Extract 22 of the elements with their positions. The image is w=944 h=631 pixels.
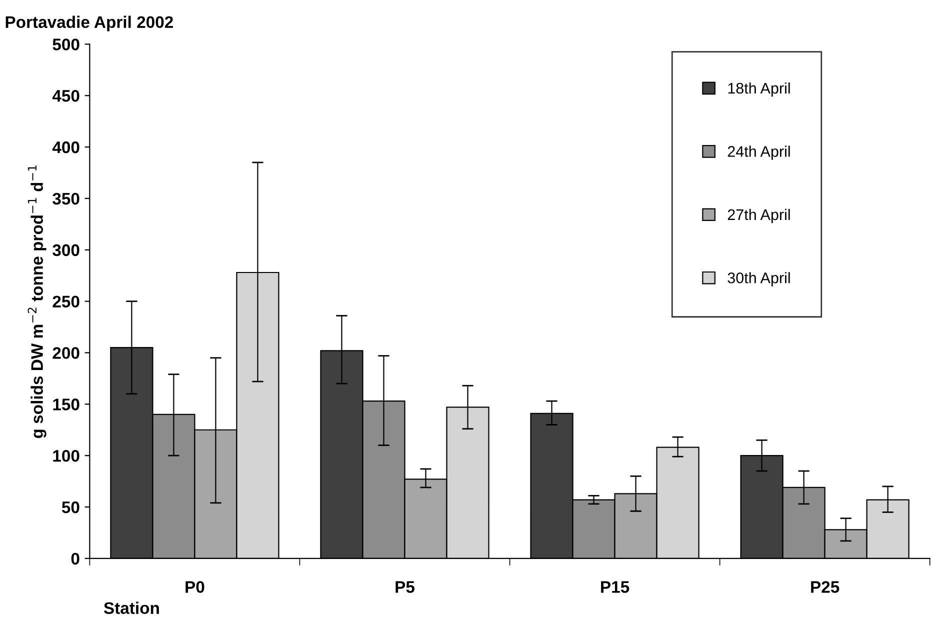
x-tick-label: P0 (186, 581, 204, 593)
x-tick-label: P5 (396, 581, 414, 593)
legend-label: 24th April (728, 146, 790, 160)
y-tick-label: 50 (62, 501, 80, 514)
chart-title: Portavadie April 2002 (6, 16, 173, 32)
legend-label: 27th April (728, 208, 790, 224)
y-tick-label: 100 (53, 450, 80, 462)
y-tick-label: 250 (52, 296, 80, 308)
y-tick-label: 350 (52, 192, 80, 205)
y-tick-label: 150 (53, 398, 80, 410)
y-tick-label: 450 (52, 90, 80, 102)
y-tick-label: 500 (52, 38, 80, 50)
y-tick-label: 0 (71, 552, 80, 565)
x-tick-label: P25 (811, 581, 840, 593)
y-tick-label: 200 (52, 347, 80, 359)
x-tick-label: P15 (601, 581, 630, 593)
legend-label: 18th April (728, 82, 790, 97)
y-axis-title: g solids DW m$^{−2}$ tonne prod$^{−1}$ d$^{−1}$ (28, 166, 46, 438)
y-tick-label: 300 (52, 244, 80, 256)
y-tick-label: 400 (52, 141, 80, 154)
x-axis-title: Station (104, 602, 159, 614)
legend-label: 30th April (728, 272, 790, 286)
